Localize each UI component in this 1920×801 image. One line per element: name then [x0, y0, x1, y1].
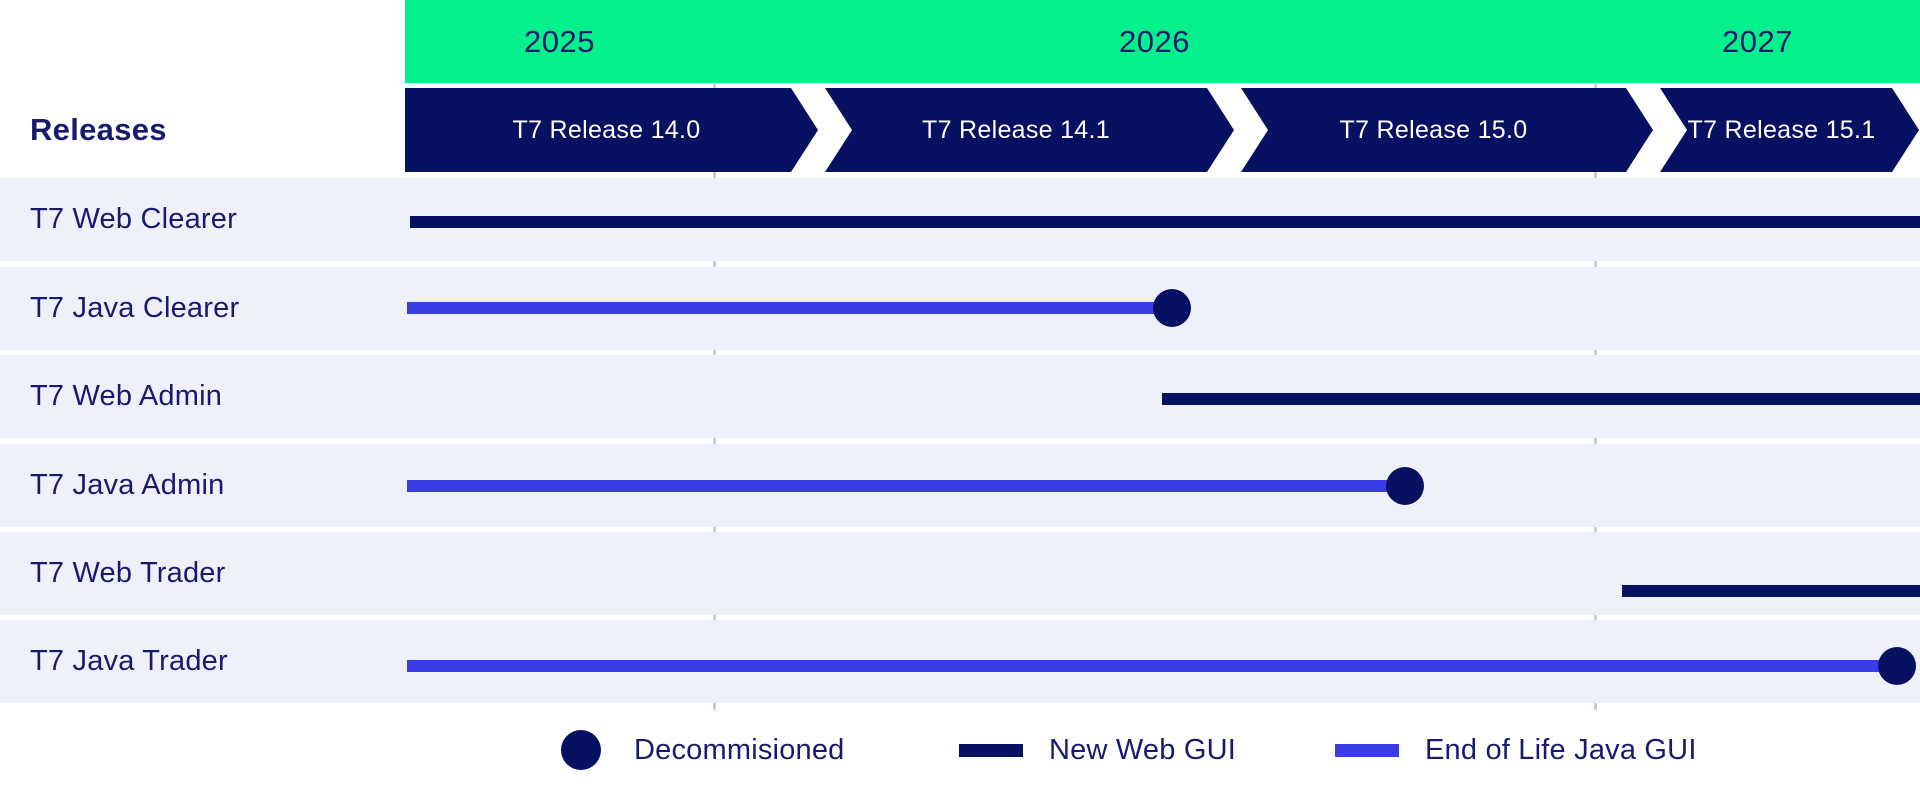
row-label: T7 Web Admin: [30, 380, 223, 412]
dot-java-admin-decommissioned: [1386, 467, 1424, 505]
release-chevron-shapes: [405, 88, 1919, 172]
decommissioned-circle-icon: [561, 730, 601, 770]
row-label: T7 Java Trader: [30, 645, 228, 677]
bar-java-clearer-end-of-life: [407, 302, 1172, 314]
legend-label: New Web GUI: [1049, 733, 1236, 766]
bar-web-clearer-new-web-gui: [410, 216, 1920, 228]
legend-item-decommissioned: Decommisioned: [561, 730, 845, 770]
release-segment-14-1: T7 Release 14.1: [922, 115, 1110, 144]
year-label-2026: 2026: [1119, 23, 1190, 59]
row-label: T7 Java Clearer: [30, 292, 240, 324]
row-label: T7 Java Admin: [30, 469, 225, 501]
year-label-2027: 2027: [1722, 23, 1793, 59]
row-web-trader: T7 Web Trader: [0, 532, 1920, 615]
legend-label: Decommisioned: [634, 733, 845, 766]
legend-item-new-web-gui: New Web GUI: [959, 730, 1236, 770]
end-of-life-java-gui-bar-icon: [1335, 743, 1399, 757]
releases-title: Releases: [30, 112, 167, 147]
year-header-band: [405, 0, 1920, 83]
bar-web-admin-new-web-gui: [1162, 393, 1920, 405]
row-label: T7 Web Clearer: [30, 203, 237, 235]
row-label: T7 Web Trader: [30, 557, 226, 589]
bar-web-trader-new-web-gui: [1622, 585, 1920, 597]
release-segment-14-0: T7 Release 14.0: [512, 115, 701, 144]
bar-java-trader-end-of-life: [407, 660, 1897, 672]
dot-java-clearer-decommissioned: [1153, 289, 1191, 327]
legend-item-end-of-life-java-gui: End of Life Java GUI: [1335, 730, 1697, 770]
bar-java-admin-end-of-life: [407, 480, 1405, 492]
legend-label: End of Life Java GUI: [1425, 733, 1697, 766]
release-segment-15-1: T7 Release 15.1: [1687, 115, 1876, 144]
new-web-gui-bar-icon: [959, 743, 1023, 757]
release-chevron-row: T7 Release 14.0 T7 Release 14.1 T7 Relea…: [405, 88, 1920, 172]
year-label-2025: 2025: [524, 23, 595, 59]
release-segment-15-0: T7 Release 15.0: [1339, 115, 1528, 144]
dot-java-trader-decommissioned: [1878, 647, 1916, 685]
